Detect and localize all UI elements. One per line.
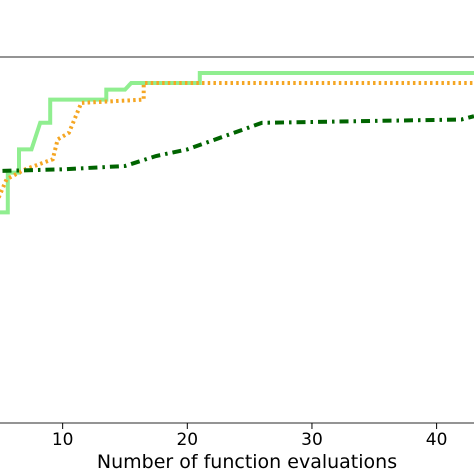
x-axis-ticks: 10 20 30 40 <box>52 423 448 450</box>
series-line-2 <box>0 81 474 200</box>
series-layer <box>0 71 474 215</box>
x-tick-label: 30 <box>301 430 323 450</box>
x-tick-label: 40 <box>426 430 448 450</box>
series-line-3 <box>0 114 474 173</box>
x-tick-label: 20 <box>176 430 198 450</box>
x-tick-label: 10 <box>52 430 74 450</box>
x-axis-title: Number of function evaluations <box>97 451 397 473</box>
series-line-1 <box>0 71 474 215</box>
